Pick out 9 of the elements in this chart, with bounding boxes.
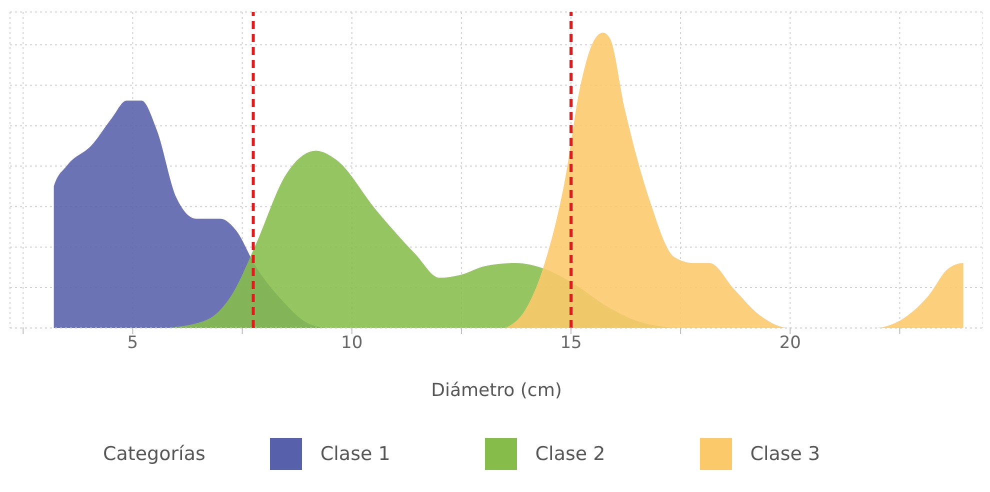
x-tick-label: 5 bbox=[127, 333, 138, 354]
x-tick-label: 20 bbox=[779, 333, 801, 354]
legend-label: Clase 3 bbox=[749, 442, 820, 467]
legend-label: Clase 2 bbox=[534, 442, 606, 467]
legend-title: Categorías bbox=[103, 443, 206, 465]
x-axis-title: Diámetro (cm) bbox=[431, 380, 562, 401]
x-tick-label: 15 bbox=[560, 333, 582, 354]
legend-label: Clase 1 bbox=[319, 442, 390, 467]
x-tick-label: 10 bbox=[341, 333, 363, 354]
